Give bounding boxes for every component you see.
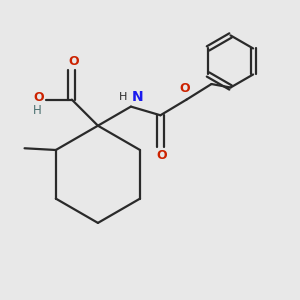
Text: O: O <box>156 149 167 162</box>
Text: H: H <box>119 92 128 102</box>
Text: H: H <box>33 104 41 117</box>
Text: O: O <box>34 92 44 104</box>
Text: O: O <box>68 56 79 68</box>
Text: O: O <box>179 82 190 95</box>
Text: N: N <box>132 90 143 104</box>
